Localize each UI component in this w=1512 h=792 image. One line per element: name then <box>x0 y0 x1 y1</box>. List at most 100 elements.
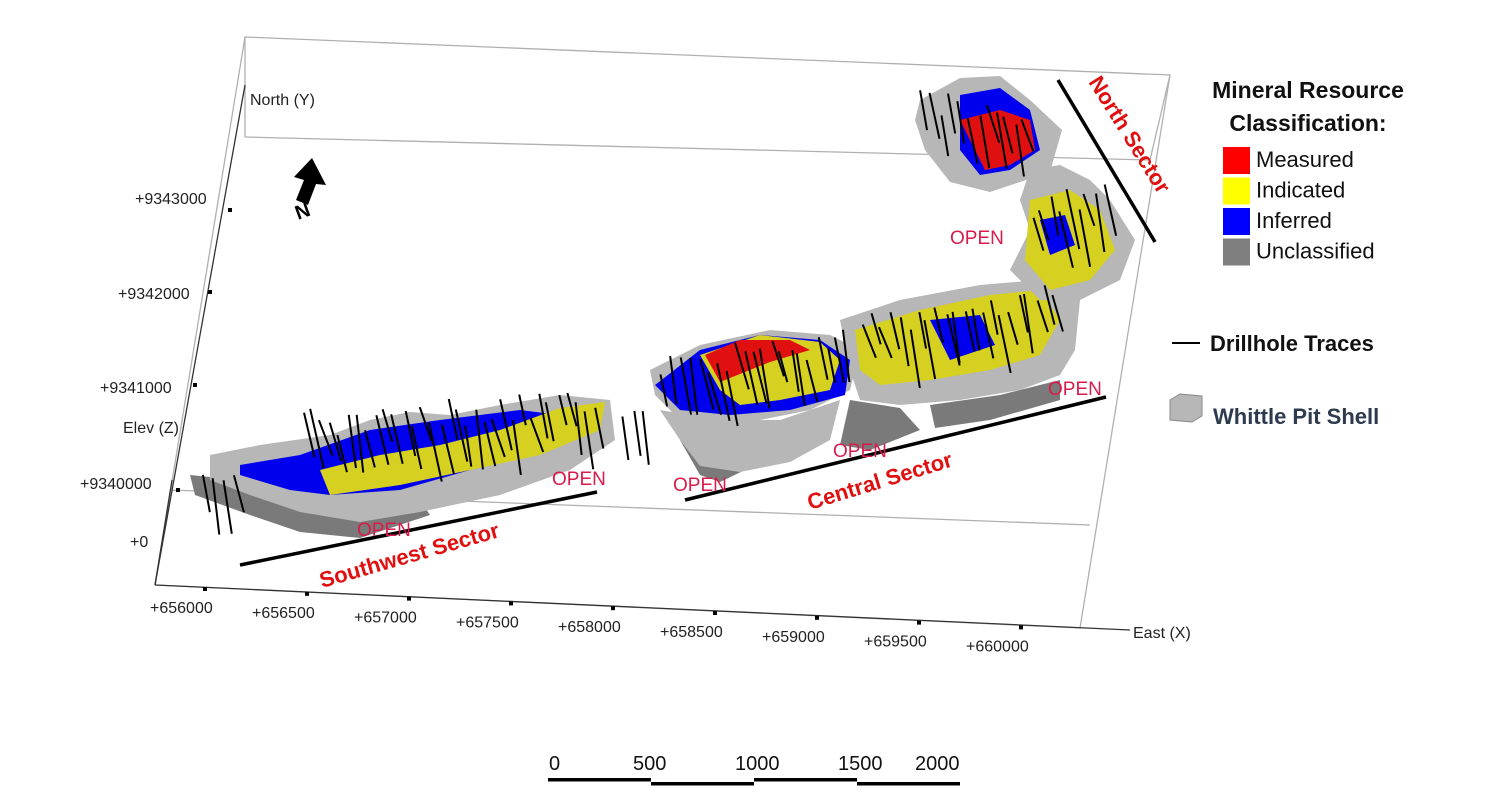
drillhole <box>317 419 334 457</box>
drillhole <box>1065 188 1081 250</box>
drillhole <box>381 408 394 443</box>
drillhole <box>1032 217 1045 251</box>
drillhole <box>689 357 699 415</box>
drillhole <box>566 392 578 427</box>
drillhole <box>621 416 630 461</box>
tick-mark <box>305 591 309 596</box>
tick-mark <box>713 611 717 615</box>
scale-segment <box>754 778 857 782</box>
tick-mark <box>193 383 197 387</box>
drillhole <box>725 370 739 427</box>
drillhole <box>1095 193 1106 253</box>
north-label: N <box>292 199 313 225</box>
pit-shell-legend-label: Whittle Pit Shell <box>1213 404 1379 429</box>
drillhole <box>336 434 348 473</box>
drillhole <box>544 402 555 442</box>
legend-label: Indicated <box>1256 178 1345 203</box>
open-label: OPEN <box>552 469 606 490</box>
tick-mark <box>611 606 615 611</box>
tick-mark <box>917 620 921 625</box>
drillhole <box>232 475 245 513</box>
legend: Drillhole Traces Whittle Pit Shell Measu… <box>1169 147 1379 429</box>
tick-mark <box>509 601 513 606</box>
drillhole <box>1018 294 1029 333</box>
drillhole <box>996 112 1008 169</box>
legend-swatch <box>1223 177 1250 205</box>
elev-axis-label: Elev (Z) <box>123 420 179 437</box>
drillhole <box>899 317 910 367</box>
drillhole <box>679 357 693 415</box>
pit-shell-icon <box>1169 393 1203 423</box>
tick-mark <box>203 587 207 591</box>
open-label: OPEN <box>1048 379 1102 400</box>
drillhole <box>956 101 966 144</box>
drillhole <box>454 409 469 462</box>
drillhole <box>1043 285 1056 325</box>
drillhole <box>795 353 806 406</box>
drillhole <box>889 312 901 350</box>
tick-mark <box>228 208 232 212</box>
drillhole <box>538 393 549 439</box>
drillhole <box>1051 294 1064 332</box>
drillhole <box>861 324 877 359</box>
east-tick-label: +657500 <box>456 614 519 631</box>
drillhole <box>447 398 459 440</box>
tick-mark <box>208 290 212 294</box>
drillhole <box>947 93 957 134</box>
east-tick-label: +658500 <box>660 624 723 641</box>
drillhole <box>699 358 715 410</box>
drillhole <box>1007 311 1019 345</box>
north-tick-label: +9342000 <box>118 286 190 303</box>
open-label: OPEN <box>833 441 887 462</box>
drillhole <box>201 474 211 513</box>
drillhole <box>211 478 221 535</box>
drillhole <box>574 402 583 456</box>
drillhole <box>1037 210 1050 241</box>
legend-swatch <box>1223 147 1250 174</box>
drillhole <box>966 117 979 164</box>
drillhole <box>483 421 497 467</box>
drillhole <box>791 349 800 392</box>
drillhole <box>375 414 390 466</box>
drillhole <box>558 394 568 426</box>
east-tick-label: +659000 <box>762 629 825 646</box>
legend-swatch <box>1223 208 1250 235</box>
drillhole <box>940 115 950 157</box>
drillhole <box>1022 293 1034 354</box>
drillhole <box>777 351 789 383</box>
drillhole <box>355 414 365 473</box>
drillhole <box>951 311 961 364</box>
drillhole <box>1058 211 1074 268</box>
drillhole <box>933 307 944 343</box>
drillhole-legend-label: Drillhole Traces <box>1210 331 1374 356</box>
drillhole <box>390 414 404 464</box>
drillhole <box>1103 184 1118 236</box>
drillhole <box>1020 119 1035 152</box>
drillhole <box>1078 209 1092 268</box>
scale-segment <box>651 782 754 786</box>
tick-mark <box>1019 625 1023 630</box>
sector-label: North Sector <box>1084 71 1176 198</box>
east-tick-label: +656000 <box>150 600 213 617</box>
scale-label: 2000 <box>915 753 960 775</box>
drillhole <box>841 329 851 383</box>
drillhole <box>919 90 929 131</box>
scale-bar: 0 500 1000 1500 2000 <box>548 753 960 786</box>
drillhole <box>946 314 961 366</box>
drillhole <box>833 337 846 383</box>
north-tick-label: +9341000 <box>100 380 172 397</box>
open-label: OPEN <box>357 520 411 541</box>
east-tick-label: +658000 <box>558 619 621 636</box>
drillhole <box>817 336 829 380</box>
east-tick-label: +656500 <box>252 605 315 622</box>
drillhole <box>529 417 545 453</box>
scale-segment <box>857 782 960 786</box>
drillhole <box>1036 300 1049 333</box>
drillhole <box>490 418 506 458</box>
tick-mark <box>176 488 180 492</box>
east-tick-label: +657000 <box>354 610 417 627</box>
scale-label: 0 <box>549 753 560 775</box>
drillhole <box>707 371 723 416</box>
open-label: OPEN <box>673 475 727 496</box>
